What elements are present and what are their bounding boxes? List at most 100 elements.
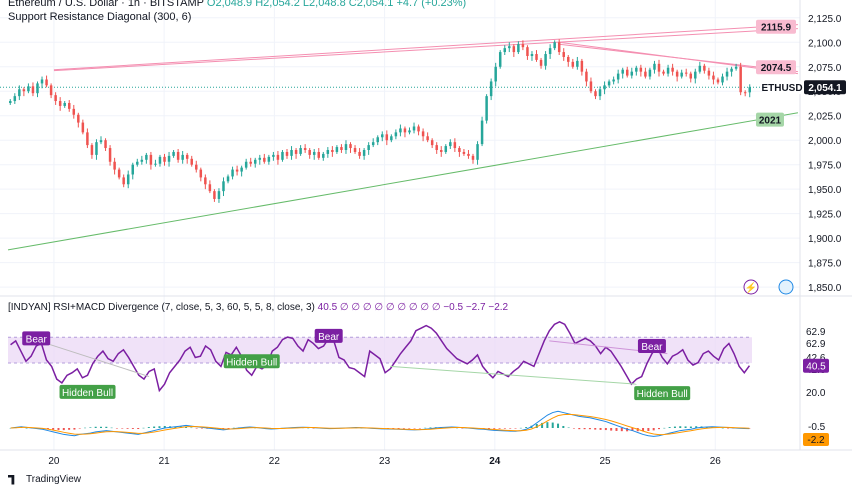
- candle-body: [494, 66, 497, 82]
- candle-body: [249, 161, 252, 164]
- rsi-value-tag: 40.5: [806, 362, 826, 373]
- candle-body: [322, 153, 325, 158]
- price-tick-label: 1,850.0: [808, 283, 842, 294]
- lightning-icon-glyph: ⚡: [745, 281, 757, 294]
- candle-body: [517, 44, 520, 53]
- time-tick-label: 26: [710, 456, 722, 467]
- candle-body: [235, 169, 239, 172]
- candle-body: [258, 157, 262, 160]
- macd-histogram-bar: [115, 428, 118, 429]
- candle-body: [616, 73, 620, 80]
- candle-body: [662, 71, 665, 74]
- candle-body: [335, 147, 339, 152]
- candle-body: [743, 92, 747, 94]
- macd-histogram-bar: [503, 428, 506, 429]
- macd-histogram-bar: [727, 428, 730, 429]
- candle-body: [226, 176, 230, 182]
- candle-body: [739, 66, 742, 93]
- rsi-indicator-label: [INDYAN] RSI+MACD Divergence (7, close, …: [8, 302, 315, 313]
- macd-histogram-bar: [418, 428, 421, 429]
- macd-histogram-bar: [185, 426, 188, 428]
- candle-body: [240, 167, 243, 172]
- macd-histogram-bar: [525, 427, 528, 428]
- macd-histogram-bar: [673, 426, 676, 428]
- candle-body: [666, 67, 670, 74]
- rsi-tick-label: 20.0: [806, 388, 826, 399]
- macd-histogram-bar: [68, 428, 71, 430]
- candle-body: [40, 79, 44, 84]
- candle-body: [67, 102, 71, 109]
- candle-body: [45, 79, 48, 86]
- macd-histogram-bar: [493, 428, 496, 429]
- candle-body: [585, 71, 588, 82]
- candle-body: [426, 136, 429, 141]
- tradingview-brand[interactable]: TradingView: [8, 474, 81, 485]
- candle-body: [521, 44, 525, 48]
- candle-body: [312, 151, 316, 155]
- candle-body: [417, 126, 420, 132]
- candle-body: [122, 177, 125, 185]
- candle-body: [707, 70, 711, 76]
- macd-histogram-bar: [126, 428, 129, 429]
- candle-body: [730, 68, 733, 72]
- candle-body: [485, 96, 488, 121]
- candle-body: [567, 56, 570, 62]
- candle-body: [376, 137, 379, 143]
- candle-body: [612, 79, 615, 82]
- macd-histogram-bar: [142, 427, 145, 429]
- candle-body: [90, 145, 94, 155]
- support-label: 2021: [759, 116, 782, 127]
- candle-body: [181, 154, 184, 160]
- candle-body: [644, 71, 647, 77]
- divergence-line: [390, 365, 637, 385]
- candle-body: [385, 134, 389, 141]
- macd-histogram-bar: [610, 428, 613, 431]
- candle-body: [72, 108, 76, 115]
- candle-body: [625, 69, 629, 76]
- macd-histogram-bar: [562, 425, 565, 428]
- macd-histogram-bar: [392, 428, 395, 429]
- candle-body: [163, 156, 166, 162]
- rsi-tick-label: 42.6: [806, 353, 826, 364]
- candle-body: [671, 67, 674, 72]
- candle-body: [136, 161, 139, 165]
- candle-body: [576, 60, 579, 67]
- divergence-label-bear-bg: [314, 328, 343, 343]
- macd-histogram-bar: [541, 422, 544, 428]
- macd-histogram-bar: [402, 428, 405, 429]
- candle-body: [272, 154, 275, 157]
- rsi-tick-label: 62.9: [806, 339, 826, 350]
- macd-histogram-bar: [551, 422, 554, 428]
- candle-body: [603, 85, 606, 90]
- macd-histogram-bar: [652, 428, 655, 431]
- candle-body: [512, 46, 516, 53]
- candle-body: [694, 71, 697, 79]
- candle-body: [412, 126, 416, 131]
- resistance-label-lower-bg: [756, 60, 796, 75]
- candle-body: [621, 69, 624, 74]
- macd-histogram-bar: [174, 426, 177, 428]
- ohlc-values: O2,048.9 H2,054.2 L2,048.8 C2,054.1 +4.7…: [206, 0, 467, 9]
- macd-histogram-bar: [663, 427, 666, 429]
- candle-body: [104, 140, 107, 149]
- candle-body: [390, 136, 393, 141]
- resistance-label-lower: 2074.5: [761, 63, 792, 74]
- chart-labels: 2115.9 2074.5 2021 ETHUSD 2,054.1 Bear Bear Bea…: [22, 19, 846, 446]
- candle-body: [381, 134, 384, 138]
- resistance-diagonal-upper-2: [53, 28, 798, 72]
- candle-body: [598, 89, 602, 97]
- candle-body: [371, 142, 375, 146]
- candle-body: [77, 114, 80, 123]
- symbol-price-tag: ETHUSD: [761, 83, 802, 94]
- macd-histogram-bar: [487, 428, 490, 429]
- rsi-panel: [10, 320, 751, 393]
- macd-histogram-bar: [572, 428, 575, 429]
- candle-body: [167, 155, 171, 162]
- candle-body: [176, 151, 180, 160]
- candle-body: [213, 191, 216, 199]
- support-diagonal: [7, 112, 799, 251]
- time-tick-label: 20: [48, 456, 60, 467]
- macd-histogram-bar: [631, 428, 634, 431]
- macd-histogram-bar: [52, 428, 55, 430]
